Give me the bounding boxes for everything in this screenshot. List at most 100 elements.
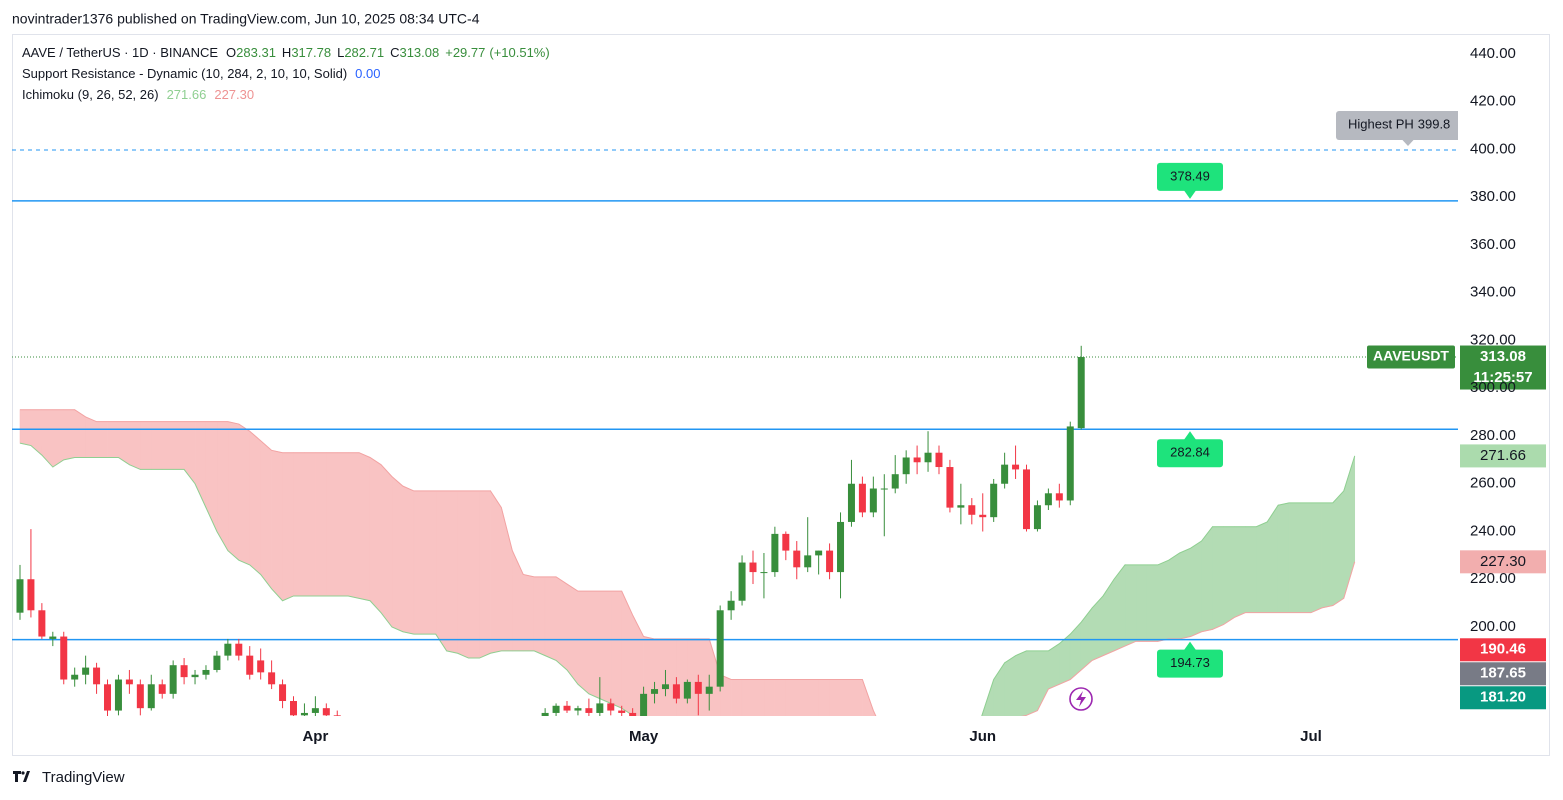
candle-body	[760, 572, 768, 574]
cloud-segment	[304, 452, 316, 597]
candle-body	[749, 562, 757, 573]
highest-ph-value: 399.8	[1418, 117, 1451, 132]
candle-body	[147, 684, 155, 709]
level-label-box	[1157, 162, 1223, 191]
legend-indicator-name: Ichimoku (9, 26, 52, 26)	[22, 87, 159, 102]
cloud-segment	[52, 409, 65, 468]
cloud-segment	[479, 490, 491, 659]
candle-body	[180, 665, 188, 678]
ticker-label: AAVEUSDT	[1373, 348, 1449, 364]
candle-body	[618, 710, 626, 713]
cloud-segment	[884, 734, 895, 746]
candle-body	[104, 684, 112, 711]
candle-body	[399, 746, 406, 794]
candle-body	[596, 703, 604, 713]
cloud-segment	[260, 440, 272, 590]
candle-body	[322, 708, 330, 716]
candle-body	[345, 742, 352, 747]
cloud-segment	[1179, 547, 1191, 640]
candle-body	[837, 521, 845, 573]
candle-body	[935, 452, 943, 468]
cloud-segment	[533, 576, 546, 657]
cloud-segment	[402, 485, 415, 635]
cloud-segment	[1321, 502, 1334, 609]
highest-ph-label: Highest PH 399.8	[1348, 117, 1450, 132]
brand-name: TradingView	[42, 769, 125, 786]
cloud-segment	[1266, 504, 1279, 613]
cloud-segment	[227, 421, 240, 561]
candle-body	[311, 708, 319, 713]
event-icon	[1069, 687, 1093, 711]
cloud-segment	[457, 490, 469, 659]
cloud-segment	[1102, 578, 1115, 657]
cloud-segment	[1190, 540, 1202, 638]
y-tick-label: 420.00	[1470, 93, 1516, 110]
legend-change: +29.77	[445, 45, 485, 60]
candle-body	[826, 550, 834, 573]
cloud-segment	[840, 679, 852, 716]
cloud-segment	[490, 489, 502, 654]
cloud-segment	[85, 416, 97, 458]
candle-body	[388, 782, 395, 794]
y-tick-label: 200.00	[1470, 618, 1516, 635]
cloud-segment	[895, 734, 906, 746]
price-badge	[1460, 638, 1546, 662]
candle-body	[694, 681, 702, 694]
last-price-label: 313.08	[1480, 348, 1526, 365]
candle-body	[356, 742, 363, 749]
candle-body	[49, 636, 57, 639]
cloud-segment	[906, 734, 917, 746]
candle-body	[333, 715, 341, 716]
cloud-segment	[336, 452, 349, 597]
cloud-segment	[1277, 502, 1290, 613]
level-label: 282.84	[1170, 445, 1210, 460]
candle-body	[378, 782, 385, 792]
legend-change-pct: (+10.51%)	[489, 45, 549, 60]
indicator-badge	[1460, 444, 1546, 468]
x-tick-label: Apr	[302, 728, 328, 745]
cloud-segment	[1037, 650, 1049, 711]
candle-body	[410, 746, 417, 767]
candle-body	[541, 712, 549, 716]
cloud-segment	[950, 734, 961, 746]
candle-body	[563, 705, 571, 711]
cloud-segment	[544, 576, 557, 661]
price-badge-label: 181.20	[1480, 689, 1526, 706]
legend-ohlc-key: C	[390, 45, 399, 60]
candle-body	[607, 703, 615, 711]
cloud-segment	[928, 734, 939, 746]
indicator-badge-label: 227.30	[1480, 553, 1526, 570]
indicator-badge-label: 271.66	[1480, 447, 1526, 464]
cloud-segment	[785, 679, 798, 716]
level-label-pointer	[1184, 190, 1196, 199]
leading-span-a	[19, 442, 1356, 716]
cloud-segment	[1212, 526, 1224, 630]
cloud-segment	[358, 452, 371, 602]
candle-body	[880, 488, 888, 490]
cloud-segment	[851, 679, 863, 716]
candle-body	[716, 610, 724, 687]
y-tick-label: 320.00	[1470, 331, 1516, 348]
cloud-segment	[1255, 521, 1268, 613]
candle-body	[891, 474, 899, 489]
price-badge	[1460, 662, 1546, 686]
level-label-box	[1157, 439, 1223, 468]
y-tick-label: 380.00	[1470, 188, 1516, 205]
level-label-pointer	[1184, 641, 1196, 651]
cloud-segment	[369, 456, 382, 614]
y-tick-label: 300.00	[1470, 379, 1516, 396]
cloud-segment	[1201, 525, 1213, 633]
publish-header: novintrader1376 published on TradingView…	[12, 11, 480, 27]
candle-body	[924, 452, 932, 463]
legend-symbol-row: AAVE / TetherUS · 1D · BINANCE O283.31 H31…	[22, 45, 550, 60]
candle-body	[913, 457, 921, 463]
cloud-segment	[599, 590, 612, 704]
cloud-segment	[468, 490, 480, 659]
cloud-segment	[796, 679, 808, 716]
cloud-segment	[391, 475, 404, 633]
cloud-segment	[424, 490, 437, 635]
overlay: AAVE / TetherUS · 1D · BINANCE O283.31 H31…	[22, 45, 1546, 710]
cloud-segment	[1223, 526, 1235, 626]
candle-body	[771, 533, 779, 573]
y-tick-label: 340.00	[1470, 284, 1516, 301]
